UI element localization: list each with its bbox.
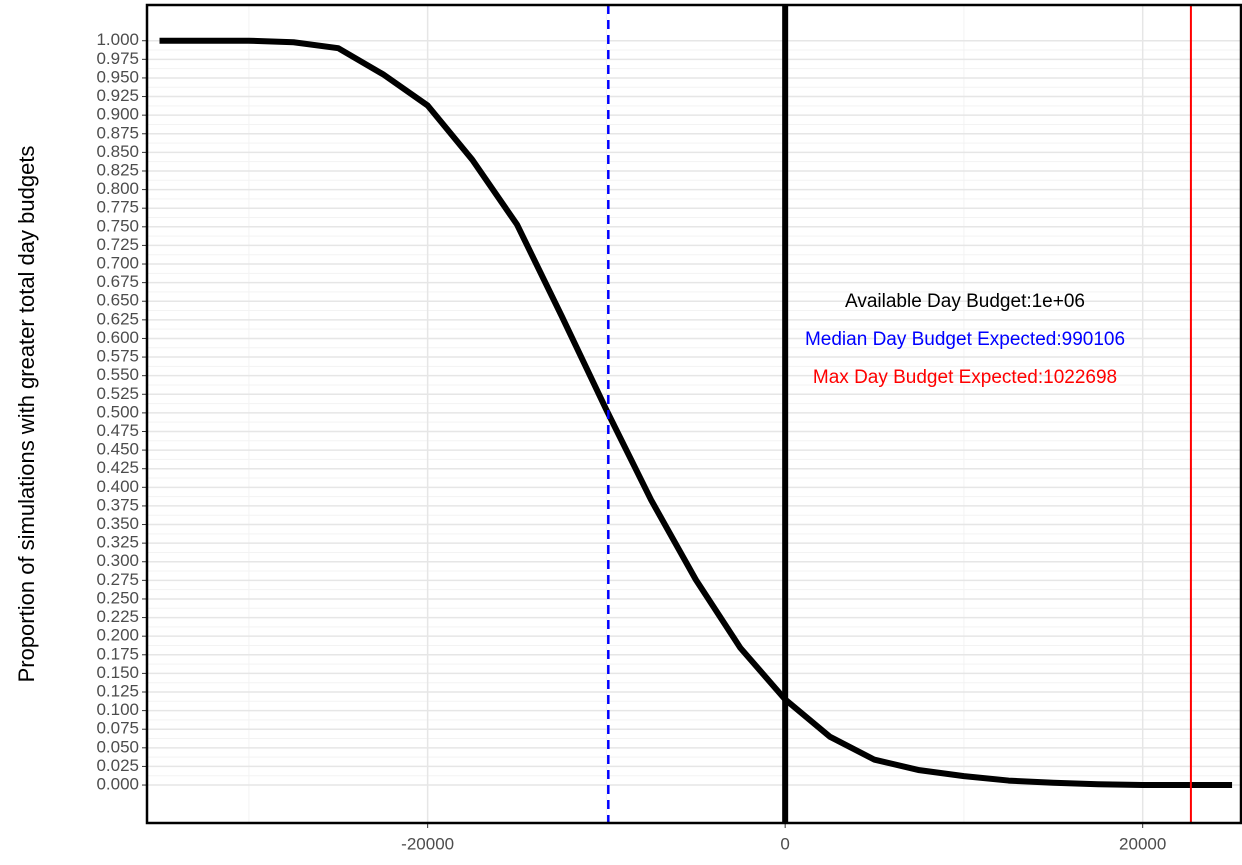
- y-tick-label: 0.825: [96, 160, 139, 179]
- y-tick-label: 0.175: [96, 644, 139, 663]
- y-tick-label: 0.250: [96, 588, 139, 607]
- y-tick-label: 0.850: [96, 142, 139, 161]
- y-tick-label: 0.275: [96, 570, 139, 589]
- x-tick-label: -20000: [401, 834, 454, 853]
- x-tick-label: 20000: [1119, 834, 1166, 853]
- y-tick-label: 0.450: [96, 440, 139, 459]
- annotation: Median Day Budget Expected:990106: [805, 329, 1125, 350]
- annotation: Available Day Budget:1e+06: [845, 291, 1085, 312]
- y-tick-label: 0.100: [96, 700, 139, 719]
- y-tick-label: 0.025: [96, 756, 139, 775]
- y-tick-label: 0.750: [96, 216, 139, 235]
- y-tick-label: 0.950: [96, 67, 139, 86]
- y-tick-label: 0.875: [96, 123, 139, 142]
- plot-border: [145, 3, 1242, 825]
- y-tick-label: 0.900: [96, 105, 139, 124]
- y-tick-label: 1.000: [96, 30, 139, 49]
- y-tick-label: 0.125: [96, 681, 139, 700]
- y-axis-title: Proportion of simulations with greater t…: [14, 146, 39, 683]
- y-tick-label: 0.225: [96, 607, 139, 626]
- y-tick-label: 0.425: [96, 458, 139, 477]
- data-line: [159, 37, 1233, 789]
- y-tick-label: 0.575: [96, 347, 139, 366]
- y-tick-label: 0.050: [96, 737, 139, 756]
- y-tick-label: 0.525: [96, 384, 139, 403]
- y-tick-label: 0.550: [96, 365, 139, 384]
- y-tick-label: 0.000: [96, 775, 139, 794]
- y-tick-label: 0.600: [96, 328, 139, 347]
- y-tick-label: 0.200: [96, 626, 139, 645]
- y-tick-label: 0.350: [96, 514, 139, 533]
- y-tick-label: 0.700: [96, 254, 139, 273]
- y-tick-label: 0.625: [96, 309, 139, 328]
- annotation: Max Day Budget Expected:1022698: [813, 367, 1117, 388]
- y-tick-label: 0.800: [96, 179, 139, 198]
- y-tick-label: 0.300: [96, 551, 139, 570]
- x-tick-label: 0: [780, 834, 789, 853]
- y-tick-label: 0.375: [96, 495, 139, 514]
- y-tick-label: 0.150: [96, 663, 139, 682]
- y-tick-label: 0.975: [96, 49, 139, 68]
- y-tick-label: 0.775: [96, 198, 139, 217]
- plot-background: [147, 5, 1241, 823]
- y-tick-label: 0.725: [96, 235, 139, 254]
- y-tick-label: 0.475: [96, 421, 139, 440]
- y-tick-label: 0.925: [96, 86, 139, 105]
- y-tick-label: 0.675: [96, 272, 139, 291]
- y-tick-label: 0.075: [96, 719, 139, 738]
- y-tick-label: 0.500: [96, 402, 139, 421]
- y-tick-label: 0.650: [96, 291, 139, 310]
- y-tick-label: 0.325: [96, 533, 139, 552]
- y-tick-label: 0.400: [96, 477, 139, 496]
